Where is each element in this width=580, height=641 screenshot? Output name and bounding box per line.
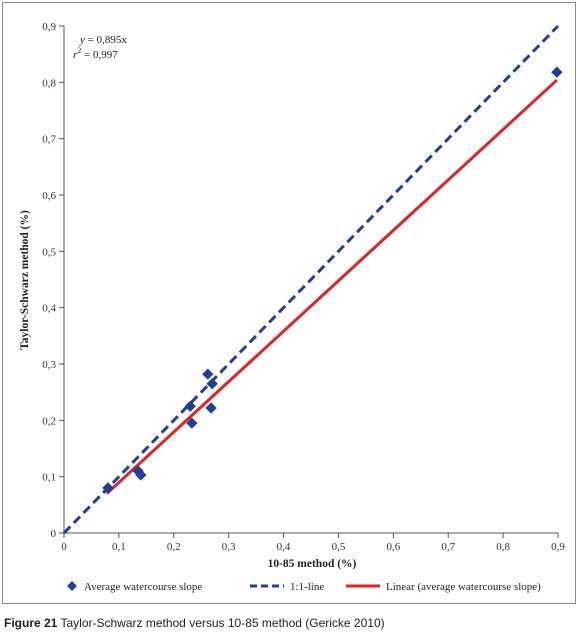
series-lines <box>62 24 560 535</box>
y-tick-label: 0,7 <box>42 134 56 146</box>
x-tick-label: 0,1 <box>112 541 126 553</box>
y-tick-label: 0,9 <box>42 21 56 33</box>
y-tick-label: 0,8 <box>42 77 56 89</box>
x-tick-label: 0,9 <box>551 541 565 553</box>
y-axis-title: Taylor-Schwarz method (%) <box>19 210 31 350</box>
chart-frame <box>2 2 576 604</box>
legend-label-points: Average watercourse slope <box>84 581 202 593</box>
r-squared-superscript: 2 <box>77 46 81 55</box>
x-tick-label: 0,6 <box>386 541 400 553</box>
data-point <box>551 66 563 78</box>
axes <box>63 26 558 534</box>
legend-label-linear: Linear (average watercourse slope) <box>386 581 541 593</box>
figure-label: Figure 21 <box>4 616 58 630</box>
x-tick-label: 0 <box>61 541 67 553</box>
y-tick-label: 0,3 <box>42 359 56 371</box>
legend-label-dashed-line: 1:1-line <box>290 581 324 593</box>
y-tick-label: 0,6 <box>42 190 56 202</box>
regression-annotation: y = 0,895x r2 = 0,997 <box>73 34 127 61</box>
r-squared-line: r2 = 0,997 <box>73 46 118 61</box>
x-tick-label: 0,5 <box>332 541 346 553</box>
x-axis-title: 10-85 method (%) <box>268 558 357 570</box>
x-tick-label: 0,3 <box>222 541 236 553</box>
y-tick-label: 0,5 <box>42 246 56 258</box>
figure-caption: Figure 21 Taylor-Schwarz method versus 1… <box>4 616 385 631</box>
figure-caption-text: Taylor-Schwarz method versus 10-85 metho… <box>57 616 385 630</box>
one-to-one-line <box>62 24 560 535</box>
equation-line: y = 0,895x <box>79 34 127 46</box>
ticks: 0 0,1 0,2 0,3 0,4 0,5 0,6 0,7 0,8 0,9 0 0,1 0,2 0,3 0,… <box>42 21 565 553</box>
data-point <box>184 400 196 412</box>
x-tick-label: 0,8 <box>496 541 510 553</box>
x-tick-label: 0,7 <box>441 541 455 553</box>
r-squared-value: = 0,997 <box>81 49 118 61</box>
series-points <box>102 66 563 494</box>
y-tick-label: 0,4 <box>42 303 56 315</box>
legend-item-linear: Linear (average watercourse slope) <box>346 581 541 593</box>
legend: Average watercourse slope 1:1-line Linea… <box>67 581 541 593</box>
legend-marker-diamond <box>67 581 77 591</box>
data-point <box>206 378 218 390</box>
legend-item-dashed-line: 1:1-line <box>250 581 324 593</box>
equation-value: = 0,895x <box>85 34 127 46</box>
y-tick-label: 0 <box>51 528 57 540</box>
r-squared-symbol: r <box>73 49 78 61</box>
equation-y-symbol: y <box>79 34 85 46</box>
linear-fit-line <box>105 78 558 495</box>
y-tick-label: 0,2 <box>42 415 56 427</box>
data-point <box>205 402 217 414</box>
x-tick-label: 0,4 <box>277 541 291 553</box>
legend-item-points: Average watercourse slope <box>67 581 202 593</box>
y-tick-label: 0,1 <box>42 472 56 484</box>
x-tick-label: 0,2 <box>167 541 181 553</box>
data-point <box>202 368 214 380</box>
